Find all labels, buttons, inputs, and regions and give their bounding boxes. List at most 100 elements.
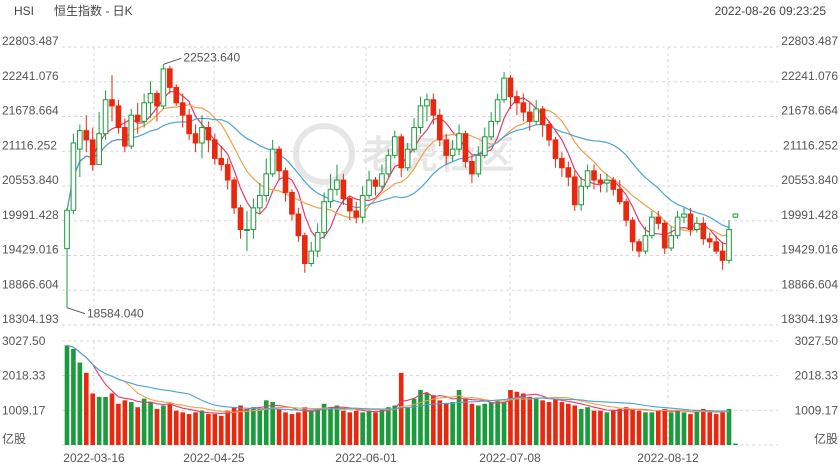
candle-body: [623, 201, 629, 221]
candle: [668, 226, 674, 252]
candle-body: [250, 207, 257, 230]
candle: [610, 176, 617, 196]
candle-body: [681, 213, 687, 218]
candle-body: [713, 241, 719, 252]
candle-body: [308, 250, 315, 264]
candle-body: [571, 176, 578, 206]
low-annotation-leader: [66, 307, 86, 315]
candle-body: [314, 232, 321, 252]
candle: [173, 84, 180, 106]
candle-body: [694, 222, 700, 230]
candle: [244, 210, 250, 252]
candle: [584, 164, 591, 190]
candle-body: [436, 114, 443, 141]
volume-bar: [495, 400, 500, 445]
volume-bar: [257, 408, 263, 445]
volume-bar: [392, 405, 398, 445]
candle: [726, 220, 732, 264]
volume-bar: [199, 410, 205, 445]
volume-bar: [720, 412, 725, 445]
volume-bar: [726, 408, 732, 445]
volume-bar: [604, 412, 610, 445]
candle-body: [224, 164, 231, 181]
candle: [404, 142, 411, 171]
candle: [224, 158, 231, 190]
volume-bar: [328, 407, 333, 445]
volume-bar: [437, 400, 443, 445]
candle-body: [494, 99, 501, 122]
volume-bar: [456, 390, 462, 445]
volume-bar: [694, 410, 700, 445]
candle: [539, 105, 546, 137]
high-annotation: 22523.640: [183, 50, 240, 64]
candle-body: [449, 148, 456, 156]
candle: [591, 164, 597, 190]
volume-bar: [360, 412, 365, 445]
volume-bar: [379, 408, 385, 445]
volume-bar: [591, 410, 597, 445]
volume-bar: [353, 410, 359, 445]
candle: [308, 241, 315, 267]
candle-body: [295, 213, 302, 237]
candle-body: [514, 96, 520, 104]
candle-body: [115, 105, 122, 129]
candle: [179, 93, 186, 128]
volume-bar: [707, 412, 713, 445]
candle: [565, 161, 572, 187]
volume-bar: [83, 372, 89, 445]
candle: [597, 173, 604, 193]
candle-body: [257, 195, 263, 209]
volume-bar: [585, 407, 590, 445]
candle: [205, 121, 212, 153]
volume-bar: [193, 412, 198, 445]
volume-bar: [238, 405, 243, 445]
candle-body: [346, 198, 353, 212]
candle-body: [501, 77, 507, 101]
volume-bar: [289, 414, 295, 445]
candle-body: [584, 170, 591, 187]
candle-body: [353, 210, 360, 218]
volume-bar: [649, 412, 655, 445]
candle-body: [160, 68, 167, 107]
volume-bar: [411, 398, 417, 445]
volume-unit-left: 亿股: [2, 431, 26, 446]
volume-bar: [347, 412, 353, 445]
volume-bar: [64, 345, 70, 445]
candle-body: [674, 216, 681, 237]
candle-body: [282, 170, 289, 193]
candle: [700, 217, 707, 245]
volume-bar: [630, 408, 635, 445]
volume-bar: [386, 407, 391, 445]
candle: [269, 139, 276, 177]
candle: [289, 189, 295, 221]
volume-bar: [681, 412, 687, 445]
candle: [257, 183, 263, 215]
volume-bar: [643, 412, 648, 445]
candle-body: [655, 216, 662, 224]
candle: [212, 133, 218, 165]
candle: [231, 176, 237, 215]
candle-body: [559, 157, 565, 169]
candle: [167, 65, 173, 94]
candle-body: [629, 219, 636, 243]
candle: [424, 93, 430, 122]
volume-bar: [566, 403, 571, 445]
volume-bar: [610, 410, 616, 445]
volume-bar: [366, 410, 372, 445]
candle-body: [237, 207, 244, 230]
candle-body: [199, 127, 205, 144]
candle-body: [404, 148, 411, 169]
candle-body: [604, 179, 610, 184]
candle: [520, 93, 527, 122]
candle-body: [218, 157, 225, 166]
candle-body: [597, 179, 604, 184]
volume-tick-right: 1009.17: [795, 403, 839, 417]
volume-bar: [263, 400, 269, 445]
volume-tick-left: 2018.33: [2, 369, 46, 383]
volume-bar: [617, 408, 623, 445]
candle-body: [424, 99, 430, 107]
price-tick-left: 19429.016: [2, 243, 59, 257]
volume-bar: [334, 405, 340, 445]
volume-bar: [341, 410, 346, 445]
candle-body: [539, 108, 546, 125]
